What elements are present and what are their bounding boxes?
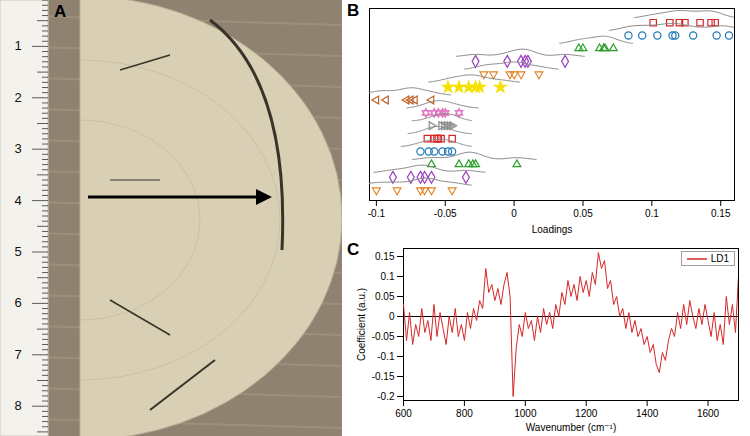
svg-text:1: 1 — [14, 38, 21, 53]
svg-text:600: 600 — [395, 408, 412, 419]
svg-text:0: 0 — [389, 311, 395, 322]
svg-text:Coefficient (a.u.): Coefficient (a.u.) — [356, 288, 367, 361]
svg-text:-0.1: -0.1 — [368, 208, 386, 219]
svg-text:1600: 1600 — [697, 408, 720, 419]
svg-text:0.1: 0.1 — [381, 271, 395, 282]
svg-text:3: 3 — [14, 141, 21, 156]
svg-text:0.05: 0.05 — [375, 291, 395, 302]
svg-text:-0.2: -0.2 — [377, 391, 395, 402]
svg-text:0.05: 0.05 — [573, 208, 593, 219]
svg-text:5: 5 — [14, 244, 21, 259]
html-text:B: B — [347, 1, 360, 20]
svg-text:-0.05: -0.05 — [372, 331, 395, 342]
svg-text:Wavenumber (cm⁻¹): Wavenumber (cm⁻¹) — [526, 422, 616, 433]
svg-text:6: 6 — [14, 295, 21, 310]
svg-text:0.15: 0.15 — [375, 251, 395, 262]
svg-text:0: 0 — [511, 208, 517, 219]
svg-text:8: 8 — [14, 398, 21, 413]
svg-text:0.15: 0.15 — [711, 208, 731, 219]
svg-text:-0.15: -0.15 — [372, 371, 395, 382]
svg-text:-0.1: -0.1 — [377, 351, 395, 362]
svg-text:7: 7 — [14, 347, 21, 362]
html-text:C: C — [347, 240, 360, 259]
svg-text:1200: 1200 — [575, 408, 598, 419]
svg-text:Loadings: Loadings — [532, 224, 573, 235]
svg-text:0.1: 0.1 — [645, 208, 659, 219]
svg-text:1000: 1000 — [514, 408, 537, 419]
html-text:A: A — [54, 2, 67, 21]
svg-text:-0.05: -0.05 — [434, 208, 457, 219]
svg-text:1400: 1400 — [636, 408, 659, 419]
svg-text:800: 800 — [456, 408, 473, 419]
svg-text:2: 2 — [14, 90, 21, 105]
svg-text:4: 4 — [14, 193, 21, 208]
html-text:LD1: LD1 — [710, 253, 729, 264]
